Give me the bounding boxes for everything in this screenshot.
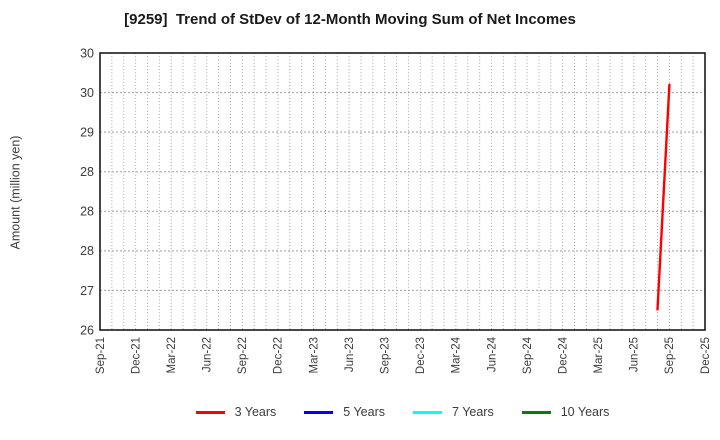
x-tick-label: Jun-25 (629, 337, 641, 372)
y-tick-label: 28 (80, 244, 94, 258)
legend-item-10-years: 10 Years (521, 405, 610, 419)
legend-item-5-years: 5 Years (304, 405, 385, 419)
x-tick-label: Mar-22 (166, 337, 178, 373)
x-tick-label: Sep-22 (237, 337, 249, 374)
x-tick-label: Mar-23 (308, 337, 320, 373)
legend-label-5-years: 5 Years (343, 405, 386, 419)
x-tick-label: Sep-24 (522, 336, 534, 374)
legend-line-swatch-7-years (413, 410, 443, 414)
legend-label-3-years: 3 Years (234, 405, 277, 419)
legend-label-7-years: 7 Years (452, 405, 494, 419)
legend-line-swatch-10-years (521, 410, 551, 414)
legend-line-swatch-5-years (304, 410, 334, 414)
y-tick-label: 28 (80, 205, 94, 219)
legend-line-swatch-3-years (195, 410, 225, 414)
legend-item-3-years: 3 Years (195, 405, 277, 419)
x-tick-label: Sep-25 (664, 337, 676, 374)
axes-frame (99, 52, 706, 331)
y-tick-label: 28 (80, 165, 94, 179)
x-tick-label: Dec-22 (273, 337, 285, 374)
y-tick-label: 30 (80, 86, 94, 100)
y-tick-label: 26 (80, 323, 94, 337)
series-line (656, 83, 671, 311)
x-tick-label: Jun-24 (486, 336, 498, 372)
x-tick-label: Dec-24 (557, 336, 569, 374)
y-tick-label: 29 (80, 126, 94, 140)
x-tick-label: Jun-23 (344, 337, 356, 372)
x-tick-label: Dec-23 (415, 337, 427, 374)
y-tick-label: 30 (80, 46, 94, 60)
x-tick-label: Sep-21 (95, 337, 107, 374)
chart-title: [9259] Trend of StDev of 12-Month Moving… (124, 11, 576, 28)
x-tick-label: Mar-24 (451, 336, 463, 373)
x-tick-label: Dec-25 (700, 337, 712, 374)
y-tick-label: 27 (80, 284, 94, 298)
x-tick-label: Dec-21 (130, 337, 142, 374)
legend-item-7-years: 7 Years (413, 405, 494, 419)
x-tick-label: Jun-22 (202, 337, 214, 372)
x-tick-label: Mar-25 (593, 337, 605, 373)
legend-label-10-years: 10 Years (560, 405, 610, 419)
legend: 3 Years 5 Years 7 Years 10 Years (100, 403, 705, 421)
x-tick-label: Sep-23 (379, 337, 391, 374)
